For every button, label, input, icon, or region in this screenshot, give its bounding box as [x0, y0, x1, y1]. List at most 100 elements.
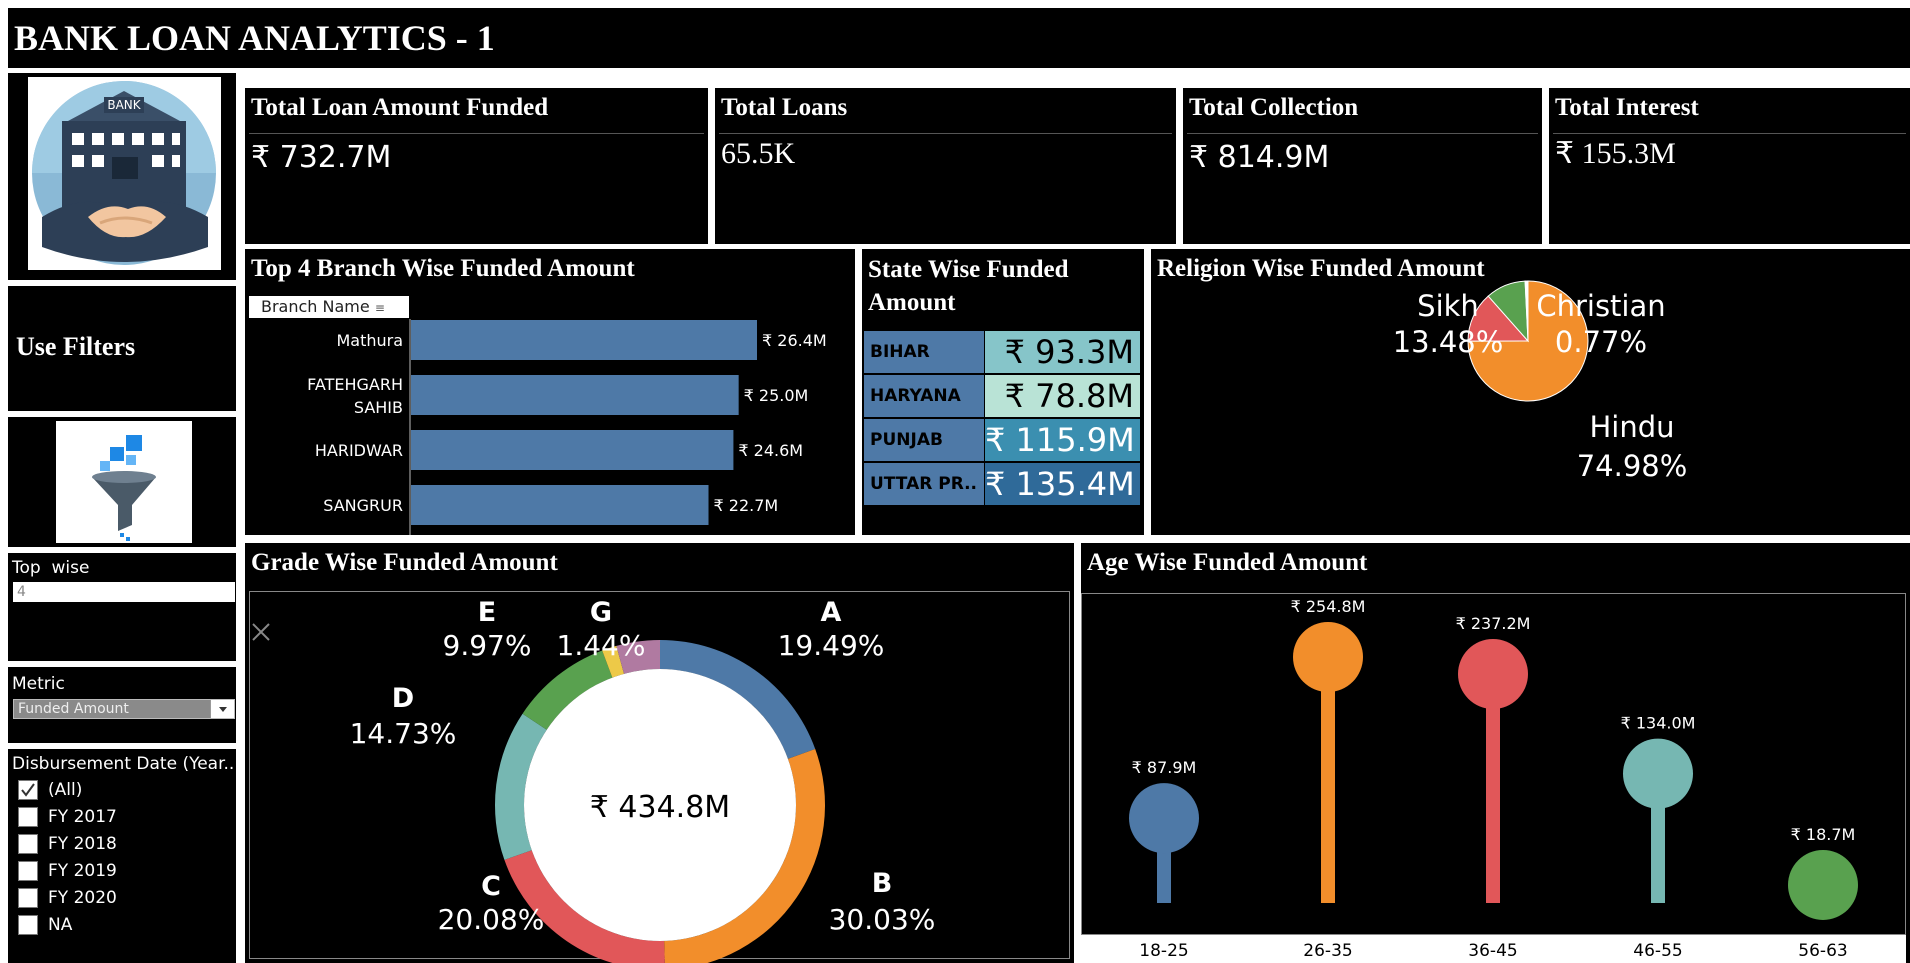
grade-chart-panel: Grade Wise Funded Amount ₹ 434.8M A 19.49%…	[245, 543, 1074, 963]
grade-slice-d[interactable]	[495, 713, 547, 860]
close-icon[interactable]	[249, 620, 273, 644]
age-lollipop-head[interactable]	[1129, 783, 1199, 854]
branch-category-label: HARIDWAR	[315, 441, 403, 460]
kpi-value: ₹ 155.3M	[1555, 137, 1676, 170]
kpi-label: Total Loan Amount Funded	[251, 94, 549, 121]
state-value-cell[interactable]: ₹ 115.9M	[985, 419, 1140, 461]
branch-category-label: SANGRUR	[323, 496, 403, 515]
logo-panel: BANK	[8, 73, 236, 280]
state-value-cell[interactable]: ₹ 93.3M	[985, 331, 1140, 373]
age-lollipop-head[interactable]	[1623, 738, 1693, 809]
grade-slice-g[interactable]	[602, 645, 625, 678]
checkbox-fy-2018[interactable]	[18, 834, 38, 854]
checkbox-fy-2017[interactable]	[18, 807, 38, 827]
age-value-label: ₹ 254.8M	[1291, 597, 1366, 616]
branch-column-header-label: Branch Name	[261, 297, 370, 316]
hindu-slice[interactable]	[1467, 280, 1589, 402]
kpi-divider	[249, 133, 704, 134]
top-wise-input[interactable]: 4	[13, 582, 235, 602]
age-lollipop-head[interactable]	[1458, 638, 1528, 709]
branch-bar[interactable]	[411, 320, 757, 360]
chart-title: Top 4 Branch Wise Funded Amount	[251, 255, 635, 282]
checkbox-label: FY 2020	[48, 888, 117, 908]
grade-letter-label: G	[590, 597, 612, 628]
top-wise-panel: Top wise 4	[8, 553, 236, 661]
grade-letter-label: A	[821, 597, 842, 628]
branch-value-label: ₹ 24.6M	[738, 441, 803, 460]
state-name-cell[interactable]: HARYANA	[864, 375, 984, 417]
branch-category-label: Mathura	[336, 331, 403, 350]
use-filters-label: Use Filters	[16, 332, 136, 361]
grade-slice-b[interactable]	[664, 749, 825, 963]
bank-logo: BANK	[28, 77, 221, 270]
state-name-cell[interactable]: BIHAR	[864, 331, 984, 373]
grade-slice-c[interactable]	[504, 850, 665, 963]
checkbox-fy-2020[interactable]	[18, 888, 38, 908]
age-value-label: ₹ 237.2M	[1456, 614, 1531, 633]
kpi-value: 65.5K	[721, 137, 796, 170]
age-lollipop-chart: ₹ 87.9M 18-25 ₹ 254.8M 26-35 ₹ 237.2M 36-45 ₹ …	[1129, 597, 1858, 961]
checkbox-label: (All)	[48, 780, 83, 800]
state-value-cell[interactable]: ₹ 78.8M	[985, 375, 1140, 417]
kpi-label: Total Interest	[1555, 94, 1699, 121]
branch-bar-chart: ₹ 26.4M Mathura ₹ 25.0M FATEHGARH SAHIB ₹ 24.…	[307, 319, 827, 535]
age-lollipop-head[interactable]	[1788, 849, 1858, 920]
branch-bar[interactable]	[411, 430, 734, 470]
kpi-value: ₹ 814.9M	[1189, 140, 1330, 175]
age-category-label: 56-63	[1798, 941, 1847, 961]
age-stem	[1486, 673, 1500, 903]
branch-column-header[interactable]: Branch Name ≡	[249, 296, 409, 318]
branch-chart-panel: Top 4 Branch Wise Funded Amount Branch N…	[245, 249, 855, 535]
age-plot-frame	[1081, 593, 1906, 935]
age-category-label: 46-55	[1633, 941, 1682, 961]
sikh-percent: 13.48%	[1393, 325, 1504, 359]
christian-slice[interactable]	[1524, 280, 1529, 342]
state-value-cell[interactable]: ₹ 135.4M	[985, 463, 1140, 505]
grade-percent-label: 30.03%	[829, 903, 936, 936]
kpi-label: Total Loans	[721, 94, 848, 121]
branch-category-label: SAHIB	[354, 398, 403, 417]
metric-selected-value: Funded Amount	[18, 701, 129, 717]
kpi-divider	[1553, 133, 1906, 134]
metric-dropdown[interactable]: Funded Amount	[13, 699, 235, 719]
grade-percent-label: 20.08%	[438, 903, 545, 936]
kpi-card-total-collection: Total Collection ₹ 814.9M	[1183, 88, 1542, 244]
grade-percent-label: 14.73%	[350, 717, 457, 750]
state-name-cell[interactable]: UTTAR PR..	[864, 463, 984, 505]
branch-bar[interactable]	[411, 485, 709, 525]
age-value-label: ₹ 134.0M	[1621, 714, 1696, 733]
date-filter-label: Disbursement Date (Year..	[12, 754, 235, 774]
branch-bar[interactable]	[411, 375, 739, 415]
grade-letter-label: E	[478, 597, 496, 628]
age-category-label: 36-45	[1468, 941, 1517, 961]
hindu-label: Hindu	[1589, 410, 1674, 444]
chart-title: State Wise Funded Amount	[868, 256, 1069, 316]
age-category-label: 18-25	[1139, 941, 1188, 961]
branch-value-label: ₹ 26.4M	[762, 331, 827, 350]
filter-icon-panel	[8, 417, 236, 547]
checkbox--all-[interactable]	[18, 780, 38, 800]
checkbox-label: FY 2019	[48, 861, 117, 881]
branch-category-label: FATEHGARH	[307, 375, 403, 394]
grade-slice-e[interactable]	[522, 650, 613, 730]
bank-sign-text: BANK	[107, 98, 141, 112]
grade-slice-a[interactable]	[660, 640, 816, 759]
age-axis-band	[1081, 935, 1906, 963]
checkbox-na[interactable]	[18, 915, 38, 935]
chevron-down-icon[interactable]	[210, 700, 234, 718]
sort-icon[interactable]: ≡	[374, 301, 385, 315]
state-name-cell[interactable]: PUNJAB	[864, 419, 984, 461]
kpi-label: Total Collection	[1189, 94, 1359, 121]
checkbox-label: FY 2017	[48, 807, 117, 827]
date-filter-panel: Disbursement Date (Year.. (All) FY 2017 FY…	[8, 749, 236, 963]
checkbox-fy-2019[interactable]	[18, 861, 38, 881]
grade-center-total: ₹ 434.8M	[590, 790, 730, 825]
grade-percent-label: 19.49%	[778, 629, 885, 662]
grade-slice-other[interactable]	[616, 640, 660, 674]
metric-panel: Metric Funded Amount	[8, 667, 236, 743]
grade-percent-label: 1.44%	[557, 629, 646, 662]
age-lollipop-head[interactable]	[1293, 622, 1363, 692]
state-table-panel: State Wise Funded Amount BIHAR ₹ 93.3M HAR…	[862, 249, 1144, 535]
grade-percent-label: 9.97%	[443, 629, 532, 662]
